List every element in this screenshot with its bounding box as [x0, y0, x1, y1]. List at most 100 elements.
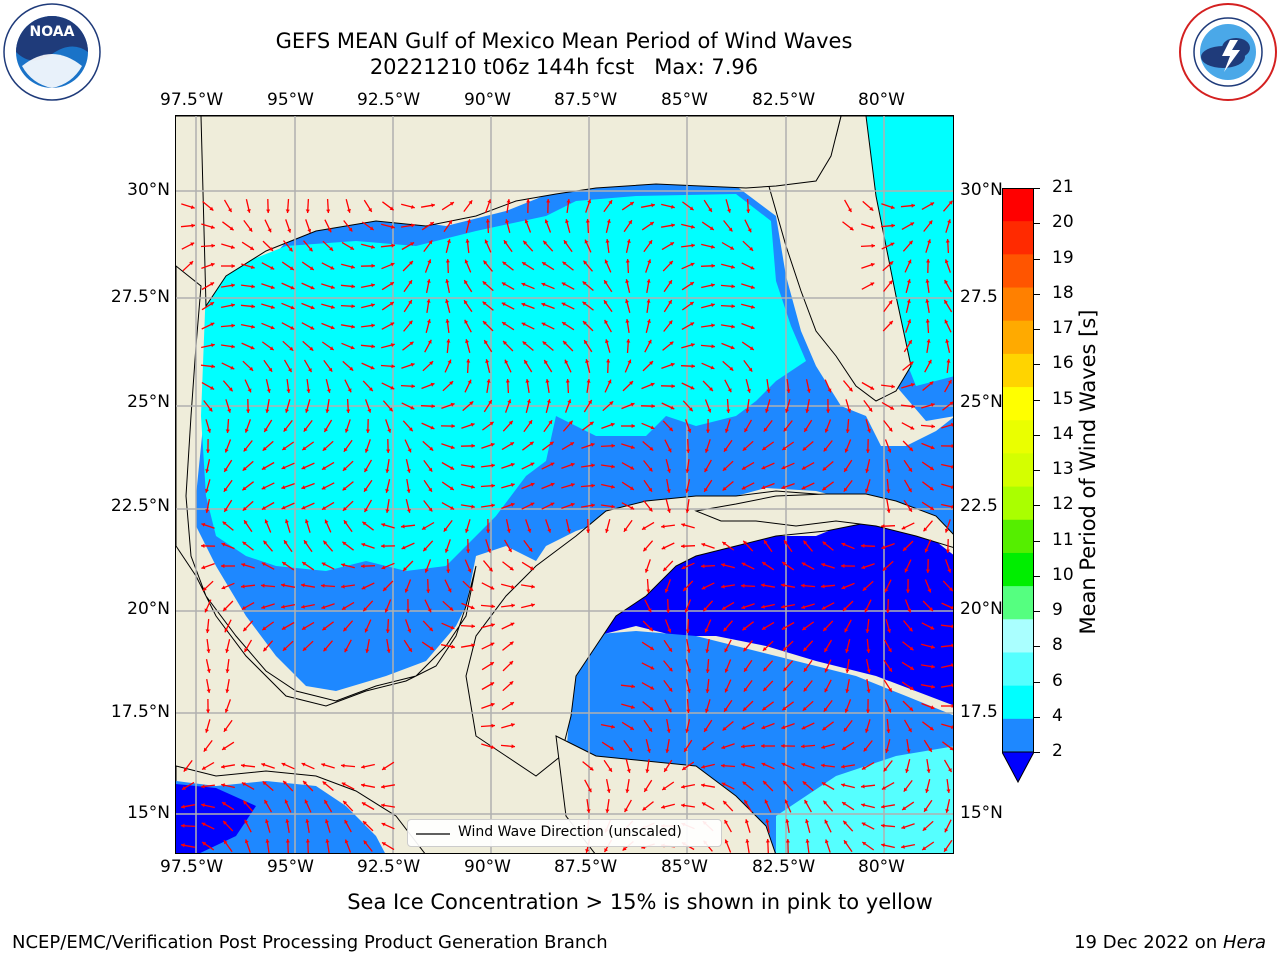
wind-arrow-head: [406, 509, 411, 513]
wind-arrow-head: [629, 726, 634, 730]
wind-arrow-head: [605, 239, 610, 243]
wind-arrow-head: [890, 205, 895, 210]
wind-arrow-head: [649, 222, 654, 226]
wind-arrow-head: [191, 223, 195, 228]
wind-arrow-head: [745, 409, 750, 413]
wind-arrow-head: [445, 279, 450, 283]
lon-label-bottom: 82.5°W: [752, 857, 816, 877]
wind-arrow-head: [262, 446, 267, 451]
wind-arrow-head: [726, 409, 731, 413]
wind-arrow-head: [722, 486, 727, 491]
wind-arrow-head: [671, 204, 675, 209]
wind-arrow-head: [562, 261, 567, 266]
wind-arrow-head: [786, 389, 791, 393]
legend-line-icon: [416, 833, 450, 835]
wind-arrow-head: [665, 749, 670, 753]
wind-arrow-head: [890, 406, 894, 410]
wind-arrow-head: [586, 379, 591, 383]
wind-arrow-head: [565, 379, 570, 383]
wind-arrow-head: [781, 743, 785, 748]
wind-arrow-head: [385, 629, 390, 633]
wind-arrow-head: [648, 507, 653, 512]
wind-arrow-head: [646, 279, 651, 283]
wind-arrow-head: [841, 563, 845, 568]
wind-arrow-head: [845, 649, 850, 653]
wind-arrow-head: [930, 705, 935, 710]
colorbar-tick-label: 6: [1052, 670, 1063, 691]
wind-arrow-head: [224, 507, 228, 512]
wind-arrow-head: [664, 588, 669, 593]
wind-arrow-head: [607, 379, 612, 384]
wind-arrow-head: [801, 465, 806, 470]
wind-arrow-head: [528, 547, 533, 552]
wind-arrow-head: [667, 448, 672, 453]
wind-arrow-head: [746, 388, 751, 393]
wind-arrow-head: [490, 585, 495, 590]
wind-arrow-head: [844, 448, 849, 453]
wind-arrow-head: [305, 408, 309, 413]
wind-arrow-head: [681, 523, 686, 527]
wind-arrow-head: [584, 239, 589, 244]
wind-arrow-head: [265, 839, 270, 843]
wind-arrow-head: [568, 420, 573, 425]
wind-arrow-head: [925, 279, 930, 283]
wind-arrow-head: [883, 767, 888, 772]
wind-arrow-head: [709, 226, 714, 230]
wind-arrow-head: [650, 685, 655, 690]
wind-arrow-head: [689, 302, 694, 306]
colorbar-tick-mark: [1034, 540, 1040, 542]
colorbar-tick-label: 17: [1052, 318, 1074, 338]
wind-arrow-head: [387, 428, 392, 433]
colorbar-segment: [1002, 619, 1034, 653]
wind-arrow-head: [704, 487, 708, 492]
wind-arrow-head: [310, 285, 315, 290]
wind-arrow-head: [750, 325, 755, 330]
colorbar-tick-mark: [1034, 223, 1040, 225]
wind-arrow-head: [861, 822, 866, 827]
wind-arrow-head: [844, 840, 848, 845]
wind-arrow-head: [624, 808, 629, 813]
wind-arrow-head: [510, 723, 515, 727]
wind-arrow-head: [661, 524, 665, 529]
wind-arrow-head: [503, 240, 508, 245]
wind-arrow-head: [802, 626, 807, 631]
wind-arrow-head: [201, 565, 206, 570]
wind-arrow-head: [381, 822, 386, 827]
wind-arrow-head: [326, 389, 331, 393]
wind-arrow-head: [909, 447, 913, 451]
wind-arrow-head: [525, 379, 530, 383]
wind-arrow-head: [724, 688, 729, 693]
wind-arrow-head: [483, 321, 487, 325]
wind-arrow-head: [246, 409, 251, 413]
wind-arrow-head: [229, 226, 234, 231]
wind-arrow-head: [905, 589, 910, 593]
wind-arrow-head: [410, 362, 415, 367]
wind-arrow-head: [691, 224, 695, 229]
wind-arrow-head: [821, 745, 826, 749]
wind-arrow-head: [381, 523, 386, 527]
wind-arrow-head: [951, 504, 953, 509]
wind-arrow-head: [502, 322, 507, 326]
wind-arrow-head: [224, 448, 229, 453]
wind-arrow-head: [505, 379, 510, 383]
wind-arrow-head: [741, 485, 746, 490]
wind-arrow-head: [545, 379, 550, 383]
wind-arrow-head: [310, 325, 315, 330]
wind-arrow-head: [863, 747, 868, 752]
wind-arrow-head: [762, 706, 767, 711]
wind-arrow-head: [867, 428, 871, 433]
wind-arrow-head: [391, 364, 395, 369]
wind-arrow-head: [364, 468, 368, 473]
wind-arrow-head: [944, 847, 948, 852]
wind-arrow-head: [222, 521, 227, 526]
wind-arrow-head: [325, 819, 329, 824]
wind-arrow-head: [625, 259, 630, 263]
colorbar-tick-mark: [1034, 505, 1040, 507]
wind-arrow-head: [924, 807, 928, 812]
wind-arrow-head: [529, 566, 534, 570]
wind-arrow-head: [521, 282, 526, 287]
wind-arrow-head: [630, 445, 635, 449]
wind-arrow-head: [925, 319, 930, 323]
wind-arrow-head: [201, 784, 205, 789]
wind-arrow-head: [865, 629, 870, 633]
